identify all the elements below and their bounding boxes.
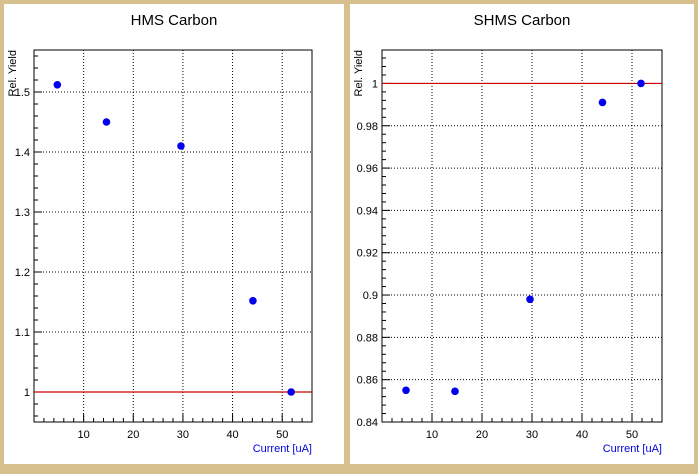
x-tick-label: 40 — [576, 429, 588, 441]
y-tick-label: 0.84 — [357, 417, 378, 429]
y-tick-label: 1.5 — [15, 87, 30, 99]
x-tick-label: 10 — [78, 429, 90, 441]
hms-carbon-chart: HMS Carbon 10 20 30 40 50 1 1.1 1.2 1.3 1.4 1.5 Curr… — [7, 12, 313, 455]
x-tick-label: 30 — [177, 429, 189, 441]
y-tick-label: 0.94 — [357, 205, 378, 217]
data-point — [402, 386, 410, 395]
shms-carbon-pad: SHMS Carbon 10 20 30 40 50 0.84 0.86 0.88 0.9 0.92… — [350, 4, 694, 464]
data-point — [287, 388, 295, 396]
data-point — [526, 295, 534, 304]
data-point — [53, 81, 62, 89]
data-point — [177, 142, 185, 150]
y-axis-label: Rel. Yield — [7, 50, 19, 96]
chart-title: HMS Carbon — [131, 12, 218, 29]
y-tick-label: 1.3 — [15, 207, 30, 219]
y-tick-label: 0.96 — [357, 163, 378, 175]
y-tick-label: 1.2 — [15, 267, 30, 279]
x-axis-label: Current [uA] — [603, 443, 662, 455]
data-point — [598, 98, 607, 107]
x-tick-label: 20 — [476, 429, 488, 441]
y-tick-label: 1.1 — [15, 327, 30, 339]
x-tick-label: 30 — [526, 429, 538, 441]
shms-carbon-chart: SHMS Carbon 10 20 30 40 50 0.84 0.86 0.88 0.9 0.92… — [353, 12, 663, 455]
y-tick-label: 1.4 — [15, 147, 30, 159]
y-tick-label: 1 — [372, 78, 378, 90]
x-tick-label: 50 — [276, 429, 288, 441]
plot-frame — [33, 49, 313, 423]
hms-carbon-pad: HMS Carbon 10 20 30 40 50 1 1.1 1.2 1.3 1.4 1.5 Curr… — [4, 4, 344, 464]
plot-frame — [381, 49, 663, 423]
x-tick-label: 10 — [426, 429, 438, 441]
y-tick-label: 0.86 — [357, 375, 378, 387]
chart-title: SHMS Carbon — [474, 12, 571, 29]
x-tick-label: 50 — [626, 429, 638, 441]
data-point — [451, 387, 459, 396]
y-tick-label: 0.88 — [357, 332, 378, 344]
y-axis-label: Rel. Yield — [353, 50, 365, 96]
y-tick-label: 0.9 — [363, 290, 378, 302]
y-tick-label: 1 — [24, 387, 30, 399]
y-tick-label: 0.98 — [357, 121, 378, 133]
x-tick-label: 40 — [226, 429, 238, 441]
x-axis-label: Current [uA] — [253, 443, 312, 455]
data-point — [102, 118, 111, 126]
data-point — [637, 79, 645, 88]
y-tick-label: 0.92 — [357, 248, 378, 260]
x-tick-label: 20 — [127, 429, 139, 441]
data-point — [249, 297, 257, 305]
